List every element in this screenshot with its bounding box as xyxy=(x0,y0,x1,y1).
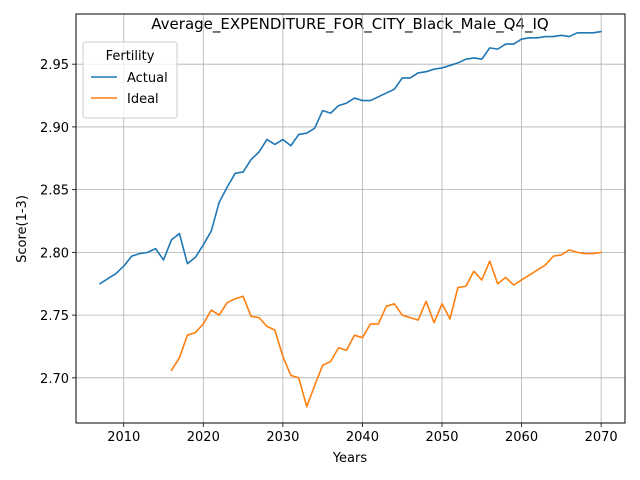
x-tick-label: 2050 xyxy=(425,430,458,445)
x-tick-label: 2060 xyxy=(505,430,538,445)
series-layer xyxy=(99,30,602,408)
axis-ticks: 2010 2020 2030 2040 2050 2060 2070 2.70 2.75 2.80… xyxy=(40,58,618,445)
x-tick-label: 2040 xyxy=(346,430,379,445)
chart-title: Average_EXPENDITURE_FOR_CITY_Black_Male_… xyxy=(151,15,548,34)
y-tick-label: 2.70 xyxy=(40,372,69,387)
legend-label-actual: Actual xyxy=(127,71,168,86)
x-axis-title: Years xyxy=(332,451,368,466)
series-line-actual xyxy=(99,30,602,285)
x-tick-label: 2030 xyxy=(266,430,299,445)
legend-label-ideal: Ideal xyxy=(127,92,159,107)
legend: Fertility Actual Ideal xyxy=(82,41,178,119)
series-line-ideal xyxy=(170,249,602,408)
grid xyxy=(76,14,625,423)
legend-box xyxy=(82,41,178,119)
legend-title: Fertility xyxy=(106,49,155,64)
y-tick-label: 2.75 xyxy=(40,309,69,324)
y-axis-title: Score(1-3) xyxy=(15,195,30,263)
x-tick-label: 2070 xyxy=(585,430,618,445)
y-tick-label: 2.90 xyxy=(40,121,69,136)
plot-frame xyxy=(75,13,626,424)
y-tick-label: 2.85 xyxy=(40,184,69,199)
y-tick-label: 2.80 xyxy=(40,246,69,261)
x-tick-label: 2020 xyxy=(187,430,220,445)
x-tick-label: 2010 xyxy=(107,430,140,445)
y-tick-label: 2.95 xyxy=(40,58,69,73)
